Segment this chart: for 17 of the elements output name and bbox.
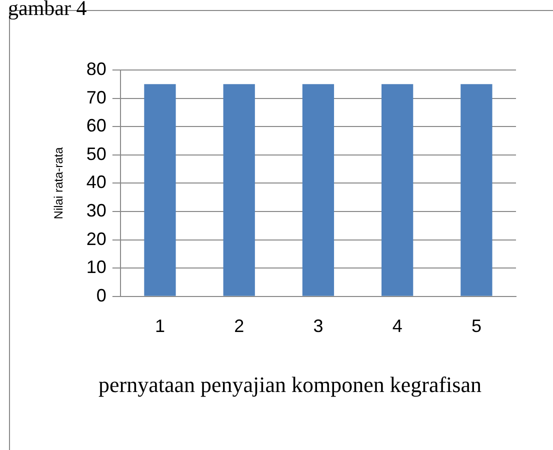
y-tick-label: 50	[86, 144, 106, 164]
y-tick-label: 30	[86, 200, 106, 220]
y-tick-label: 40	[86, 172, 106, 192]
y-tick-label: 20	[86, 228, 106, 249]
y-tick-label: 80	[86, 58, 106, 79]
y-tick-label: 60	[86, 116, 106, 136]
y-axis-title: Nilai rata-rata	[52, 146, 66, 220]
x-tick-label: 4	[392, 316, 402, 336]
y-tick-label: 10	[86, 257, 106, 278]
x-tick-label: 3	[313, 316, 324, 336]
x-tick-label: 1	[154, 316, 165, 336]
y-tick-label: 0	[96, 285, 106, 306]
y-tick-label: 70	[86, 87, 106, 108]
x-tick-label: 2	[234, 316, 244, 336]
text: gambar 4	[8, 0, 87, 21]
x-tick-label: 5	[471, 316, 482, 336]
x-axis-title: pernyataan penyajian komponen kegrafisan	[97, 372, 482, 398]
